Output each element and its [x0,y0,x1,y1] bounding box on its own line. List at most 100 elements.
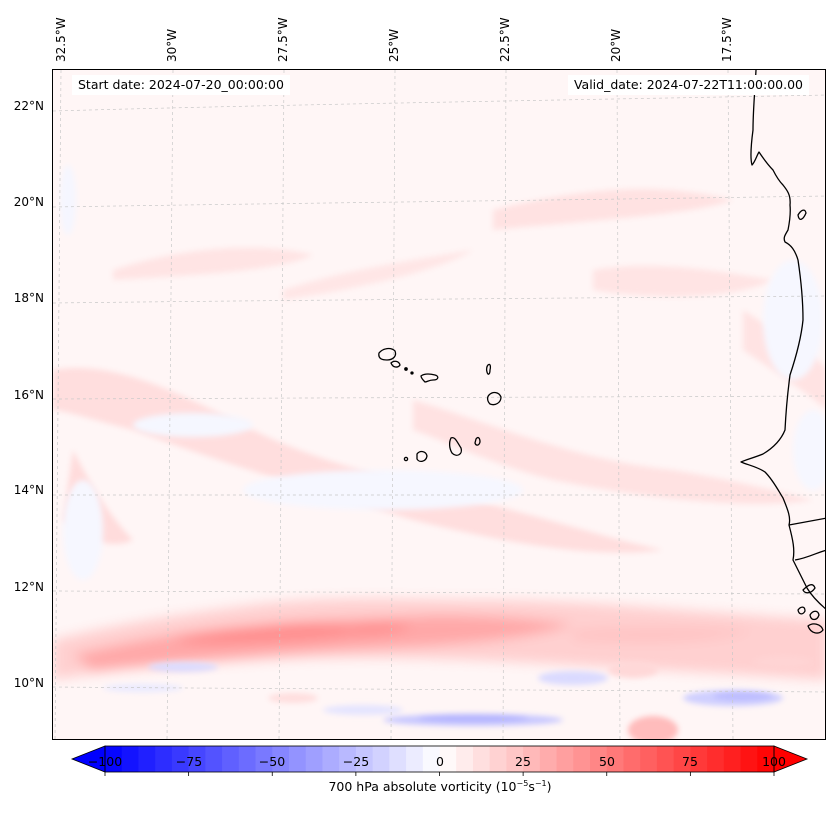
colorbar-tick-label: −75 [175,754,203,769]
coast-islet [797,209,807,220]
colorbar-label-unit: s [528,779,535,795]
colorbar-tick-label: −100 [87,754,123,769]
gridline-lon [727,70,734,739]
colorbar [70,745,809,776]
island-boa-vista [486,391,502,406]
gridline-lat [53,195,825,208]
gambia-river-border [788,517,825,526]
colorbar-level [673,746,691,772]
island-sao-vicente [390,360,401,368]
lon-label: 30°W [165,28,179,62]
gridline-lat [53,395,825,400]
lat-label: 16°N [13,388,44,402]
bijagos-island [802,584,816,594]
gridline-lon [502,70,507,739]
island-santa-luzia [404,367,408,371]
colorbar-level [707,746,725,772]
colorbar-label-text: ) [546,779,552,795]
colorbar-level [322,746,340,772]
colorbar-level [723,746,742,772]
colorbar-tick-label: 25 [515,754,531,769]
colorbar-level [171,746,190,772]
colorbar-level [305,746,324,772]
island-raso [410,371,414,375]
colorbar-level [506,746,524,772]
gridline-lat [53,686,825,693]
gridline-lat [53,590,825,595]
colorbar-level [439,746,457,772]
colorbar-level [155,746,173,772]
border-line [794,549,825,561]
colorbar-level [539,746,558,772]
colorbar-label-text: 700 hPa absolute vorticity (10 [328,779,517,795]
gridline-lat [53,295,825,304]
gridlines [53,70,825,739]
gridline-lat [53,94,825,112]
lat-label: 20°N [13,195,44,209]
colorbar-level [389,746,407,772]
island-maio [474,436,481,446]
colorbar-ticks [104,772,775,776]
colorbar-level [606,746,625,772]
gridline-lon [166,70,174,739]
lat-label: 22°N [13,99,44,113]
colorbar-level [656,746,675,772]
colorbar-level [590,746,608,772]
colorbar-label-exponent: −1 [534,779,547,788]
colorbar-level [222,746,240,772]
island-fogo [416,450,428,463]
cape-verde-islands [378,347,502,463]
colorbar-tick-label: 75 [682,754,698,769]
colorbar-level [339,746,357,772]
colorbar-level [523,746,541,772]
lat-label: 14°N [13,483,44,497]
island-sal [485,363,492,375]
colorbar-label: 700 hPa absolute vorticity (10−5s−1) [0,779,837,794]
colorbar-level [489,746,507,772]
colorbar-level [105,746,123,772]
colorbar-level [121,746,140,772]
vorticity-field [53,70,825,739]
colorbar-level [255,746,273,772]
colorbar-tick-label: −25 [342,754,370,769]
colorbar-level [757,746,775,772]
lon-label: 20°W [609,28,623,62]
bijagos-island [797,606,806,615]
colorbar-segments [105,746,775,772]
gridline-lon [616,70,621,739]
colorbar-level [272,746,290,772]
colorbar-tick-label: 100 [762,754,786,769]
positive-vorticity-band [53,598,825,680]
map-panel[interactable] [52,69,826,740]
colorbar-level [556,746,574,772]
weak-negative-areas [60,165,825,580]
colorbar-level [238,746,257,772]
west-africa-coast [740,70,825,610]
colorbar-level [623,746,641,772]
lat-label: 12°N [13,580,44,594]
colorbar-label-exponent: −5 [516,779,529,788]
valid-date-label: Valid_date: 2024-07-22T11:00:00.00 [567,75,809,95]
colorbar-level [640,746,658,772]
colorbar-level [288,746,307,772]
island-sao-nicolau [420,373,439,383]
start-date-label: Start date: 2024-07-20_00:00:00 [72,75,290,95]
bijagos-island [809,610,820,621]
gridline-lon [390,70,396,739]
colorbar-level [406,746,424,772]
colorbar-level [690,746,708,772]
colorbar-tick-label: 0 [436,754,444,769]
gridline-lon [278,70,285,739]
colorbar-level [355,746,374,772]
colorbar-level [573,746,591,772]
coastline [740,70,825,634]
lon-label: 32.5°W [54,17,68,62]
lat-label: 18°N [13,291,44,305]
colorbar-level [422,746,441,772]
southern-mixed-field [103,656,813,739]
colorbar-level [472,746,491,772]
bijagos-island [807,623,824,634]
island-santo-antao [378,347,397,361]
colorbar-level [456,746,474,772]
